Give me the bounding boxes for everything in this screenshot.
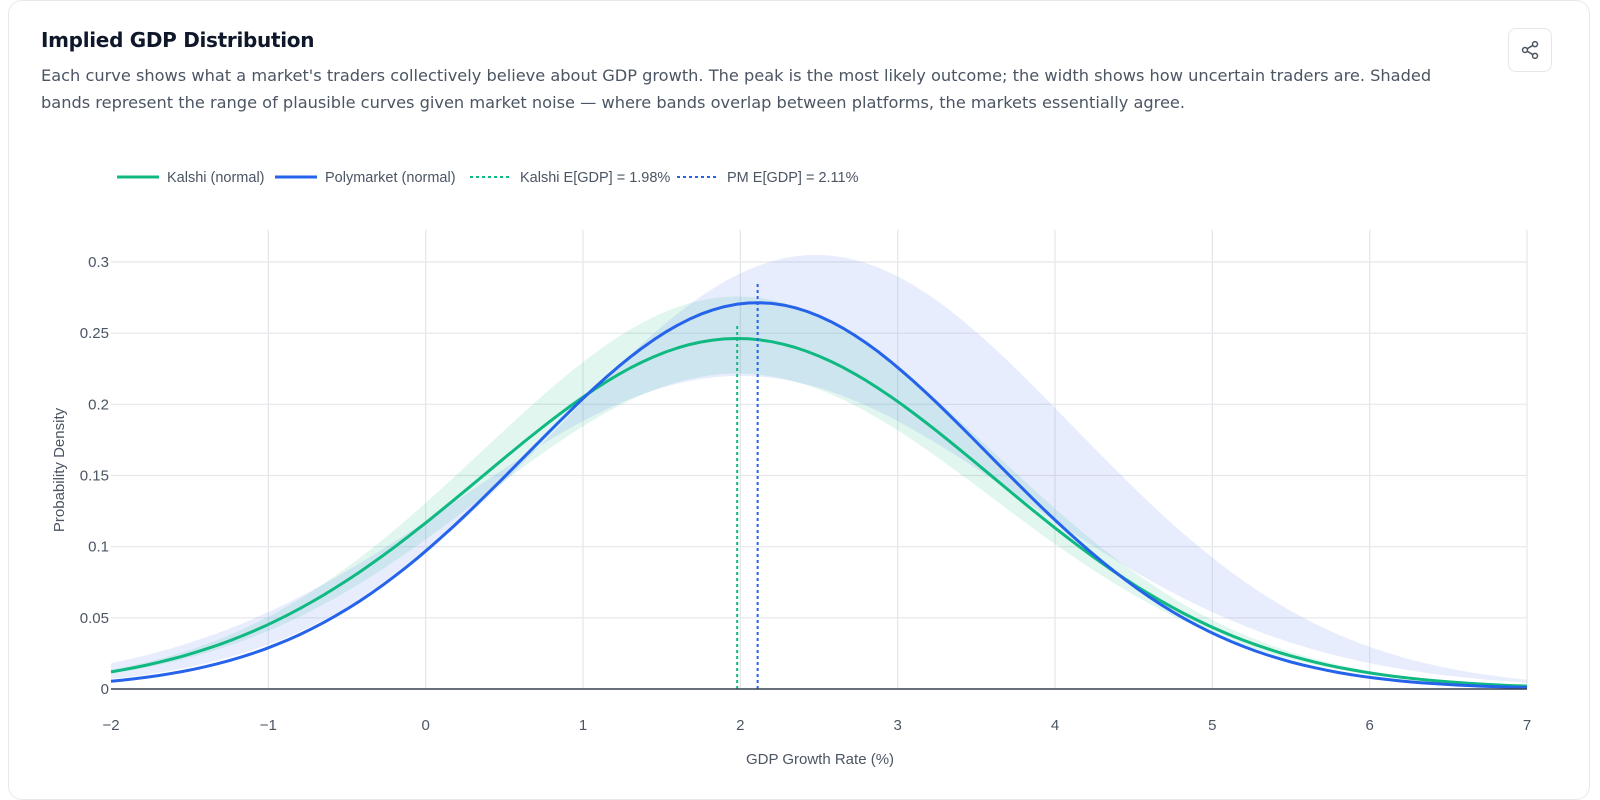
x-axis-label: GDP Growth Rate (%) — [746, 751, 894, 768]
x-tick-label: 7 — [1523, 717, 1531, 734]
legend-label: Kalshi E[GDP] = 1.98% — [520, 170, 670, 186]
expected-value-markers — [736, 283, 759, 689]
x-tick-label: 0 — [421, 717, 429, 734]
x-tick-label: 3 — [893, 717, 901, 734]
x-tick-label: 1 — [579, 717, 587, 734]
chart-grid — [111, 230, 1528, 689]
chart-description: Each curve shows what a market's traders… — [41, 66, 1432, 112]
polymarket-band — [111, 254, 1527, 683]
legend-label: Kalshi (normal) — [167, 170, 265, 186]
series-lines — [110, 301, 1528, 689]
y-tick-label: 0.2 — [88, 396, 109, 413]
y-axis-label: Probability Density — [51, 407, 68, 532]
x-tick-label: −2 — [102, 717, 119, 734]
page-title: Implied GDP Distribution — [41, 28, 315, 52]
x-tick-label: 5 — [1208, 717, 1216, 734]
legend-label: PM E[GDP] = 2.11% — [727, 170, 859, 186]
y-tick-label: 0.15 — [80, 468, 109, 485]
y-tick-label: 0 — [101, 681, 109, 698]
chart-legend: Kalshi (normal) Polymarket (normal) Kalshi… — [117, 170, 859, 186]
chart-axes: −2 −1 0 1 2 3 4 5 6 7 0 0.05 0.1 0.15 0.2 0.25 0.3 — [80, 254, 1531, 734]
y-tick-label: 0.3 — [88, 254, 109, 271]
share-icon — [1521, 40, 1539, 60]
x-tick-label: 6 — [1365, 717, 1373, 734]
legend-label: Polymarket (normal) — [325, 170, 456, 186]
chart-card — [8, 0, 1590, 800]
kalshi-band — [111, 296, 1527, 687]
kalshi-curve — [110, 337, 1528, 688]
polymarket-curve — [110, 301, 1528, 689]
y-tick-label: 0.05 — [80, 610, 109, 627]
uncertainty-bands — [111, 254, 1527, 687]
share-button[interactable] — [1508, 28, 1552, 72]
x-tick-label: −1 — [260, 717, 277, 734]
y-tick-label: 0.25 — [80, 325, 109, 342]
x-tick-label: 2 — [736, 717, 744, 734]
y-tick-label: 0.1 — [88, 539, 109, 556]
x-tick-label: 4 — [1051, 717, 1059, 734]
